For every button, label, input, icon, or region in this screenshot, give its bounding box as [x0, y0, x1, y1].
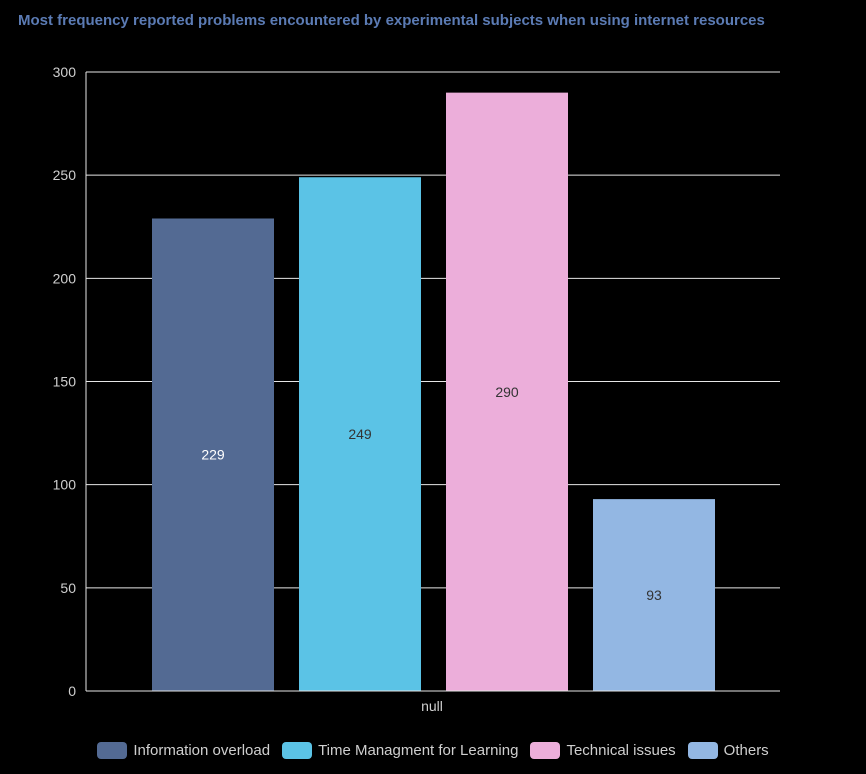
legend-item[interactable]: Time Managment for Learning: [282, 742, 518, 759]
bar: [593, 499, 715, 691]
legend-swatch: [530, 742, 561, 759]
legend-item[interactable]: Others: [687, 742, 769, 759]
legend-label: Others: [723, 742, 769, 759]
data-label: 93: [646, 587, 662, 603]
y-tick-label: 100: [53, 477, 77, 493]
bar: [446, 92, 568, 692]
legend-swatch: [97, 742, 128, 759]
y-tick-label: 150: [53, 374, 77, 390]
y-tick-label: 0: [68, 683, 76, 699]
data-label: 249: [348, 426, 372, 442]
x-category-label: null: [421, 698, 443, 714]
legend-swatch: [282, 742, 313, 759]
legend-swatch: [687, 742, 718, 759]
chart-legend: Information overload Time Managment for L…: [0, 742, 866, 759]
y-tick-label: 300: [53, 64, 77, 80]
y-tick-label: 250: [53, 167, 77, 183]
data-label: 229: [201, 447, 225, 463]
y-tick-label: 50: [60, 580, 76, 596]
legend-label: Information overload: [133, 742, 271, 759]
legend-item[interactable]: Technical issues: [530, 742, 676, 759]
legend-label: Technical issues: [566, 742, 676, 759]
bar: [152, 218, 274, 691]
bar: [299, 177, 421, 692]
legend-label: Time Managment for Learning: [318, 742, 519, 759]
y-tick-label: 200: [53, 270, 77, 286]
chart-title: Most frequency reported problems encount…: [18, 12, 765, 29]
legend-item[interactable]: Information overload: [97, 742, 270, 759]
data-label: 290: [495, 384, 519, 400]
